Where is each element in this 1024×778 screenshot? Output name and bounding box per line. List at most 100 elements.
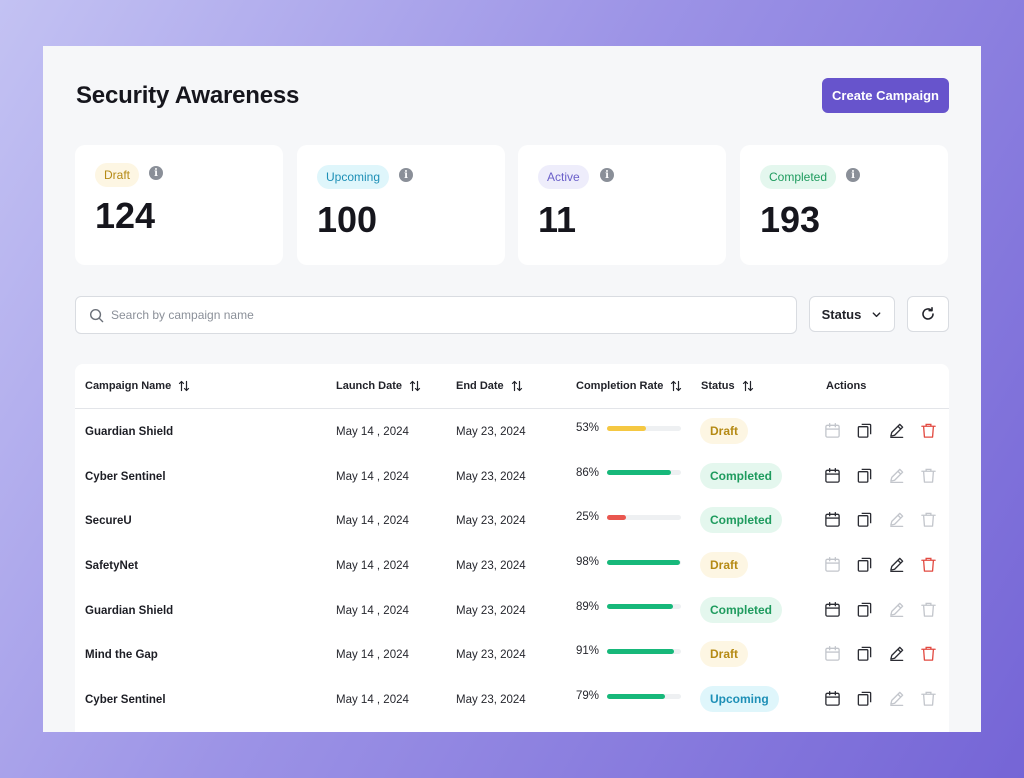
page-title: Security Awareness [76, 82, 300, 109]
refresh-button[interactable] [907, 296, 949, 332]
pencil-icon[interactable] [888, 645, 905, 662]
copy-icon[interactable] [856, 422, 873, 439]
search-box[interactable] [75, 296, 797, 334]
row-actions [824, 690, 937, 707]
stat-value-upcoming: 100 [317, 199, 378, 240]
copy-icon[interactable] [856, 690, 873, 707]
stat-label-completed: Completed [760, 165, 837, 189]
calendar-icon[interactable] [824, 690, 841, 707]
trash-icon[interactable] [920, 556, 937, 573]
trash-icon[interactable] [920, 690, 937, 707]
campaign-name[interactable]: Mind the Gap [85, 649, 158, 662]
campaign-name[interactable]: SecureU [85, 515, 132, 528]
chevron-down-icon [872, 311, 881, 317]
info-icon[interactable]: i [149, 166, 163, 180]
campaign-name[interactable]: Guardian Shield [85, 604, 174, 617]
launch-date: May 14 , 2024 [336, 470, 409, 483]
end-date: May 23, 2024 [456, 649, 526, 662]
calendar-icon[interactable] [824, 556, 841, 573]
progress-bar-fill [607, 693, 666, 699]
completion-rate: 86% [576, 467, 681, 479]
pencil-icon[interactable] [888, 601, 905, 618]
search-input[interactable] [111, 308, 711, 322]
table-row: Cyber Sentinel May 14 , 2024 May 23, 202… [75, 454, 949, 499]
info-icon[interactable]: i [600, 168, 614, 182]
copy-icon[interactable] [856, 511, 873, 528]
end-date: May 23, 2024 [456, 604, 526, 617]
create-campaign-button[interactable]: Create Campaign [822, 78, 949, 113]
trash-icon[interactable] [920, 422, 937, 439]
completion-rate: 89% [576, 601, 681, 613]
campaign-name[interactable]: Cyber Sentinel [85, 470, 166, 483]
calendar-icon[interactable] [824, 467, 841, 484]
calendar-icon[interactable] [824, 511, 841, 528]
calendar-icon[interactable] [824, 601, 841, 618]
row-actions [824, 422, 937, 439]
status-filter-dropdown[interactable]: Status [809, 296, 895, 332]
column-header-campaign-name[interactable]: Campaign Name [85, 380, 190, 392]
table-row: Cyber Sentinel May 14 , 2024 May 23, 202… [75, 677, 949, 722]
end-date: May 23, 2024 [456, 694, 526, 707]
trash-icon[interactable] [920, 601, 937, 618]
stat-card-upcoming: Upcoming i 100 [297, 145, 505, 265]
trash-icon[interactable] [920, 645, 937, 662]
column-header-actions: Actions [826, 380, 866, 392]
end-date: May 23, 2024 [456, 560, 526, 573]
completion-rate-value: 89% [576, 600, 600, 613]
completion-rate-value: 79% [576, 690, 600, 703]
info-icon[interactable]: i [846, 168, 860, 182]
column-label: End Date [456, 380, 504, 392]
launch-date: May 14 , 2024 [336, 560, 409, 573]
column-header-status[interactable]: Status [701, 380, 754, 392]
progress-bar [607, 648, 681, 654]
launch-date: May 14 , 2024 [336, 649, 409, 662]
pencil-icon[interactable] [888, 556, 905, 573]
column-label: Campaign Name [85, 380, 172, 392]
column-header-end-date[interactable]: End Date [456, 380, 523, 392]
search-icon [89, 308, 104, 322]
status-badge: Draft [700, 552, 749, 579]
campaign-name[interactable]: Guardian Shield [85, 426, 174, 438]
column-header-completion-rate[interactable]: Completion Rate [576, 380, 682, 392]
progress-bar-fill [607, 604, 673, 610]
copy-icon[interactable] [856, 467, 873, 484]
progress-bar [607, 559, 681, 565]
completion-rate-value: 91% [576, 645, 600, 658]
status-badge: Completed [700, 462, 783, 489]
pencil-icon[interactable] [888, 422, 905, 439]
sort-icon [511, 380, 522, 392]
stat-label-draft: Draft [95, 163, 140, 187]
calendar-icon[interactable] [824, 422, 841, 439]
column-header-launch-date[interactable]: Launch Date [336, 380, 421, 392]
campaign-name[interactable]: SafetyNet [85, 560, 139, 573]
launch-date: May 14 , 2024 [336, 604, 409, 617]
column-label: Launch Date [336, 380, 403, 392]
status-badge: Upcoming [700, 686, 779, 713]
end-date: May 23, 2024 [456, 470, 526, 483]
completion-rate-value: 86% [576, 466, 600, 479]
sort-icon [179, 380, 190, 392]
stat-card-active: Active i 11 [518, 145, 726, 265]
info-icon[interactable]: i [399, 168, 413, 182]
completion-rate: 91% [576, 645, 681, 657]
pencil-icon[interactable] [888, 467, 905, 484]
trash-icon[interactable] [920, 511, 937, 528]
campaign-table: Campaign Name Launch Date End Date Compl… [75, 364, 949, 732]
completion-rate: 98% [576, 556, 681, 568]
copy-icon[interactable] [856, 601, 873, 618]
calendar-icon[interactable] [824, 645, 841, 662]
campaign-name[interactable]: Cyber Sentinel [85, 694, 166, 707]
trash-icon[interactable] [920, 467, 937, 484]
status-filter-label: Status [821, 306, 862, 322]
pencil-icon[interactable] [888, 511, 905, 528]
pencil-icon[interactable] [888, 690, 905, 707]
progress-bar-fill [607, 514, 626, 520]
completion-rate: 79% [576, 690, 681, 702]
progress-bar-fill [607, 470, 671, 476]
column-label: Status [701, 380, 735, 392]
completion-rate: 53% [576, 422, 681, 434]
stat-card-draft: Draft i 124 [75, 145, 283, 265]
copy-icon[interactable] [856, 645, 873, 662]
copy-icon[interactable] [856, 556, 873, 573]
table-row: Guardian Shield May 14 , 2024 May 23, 20… [75, 588, 949, 633]
